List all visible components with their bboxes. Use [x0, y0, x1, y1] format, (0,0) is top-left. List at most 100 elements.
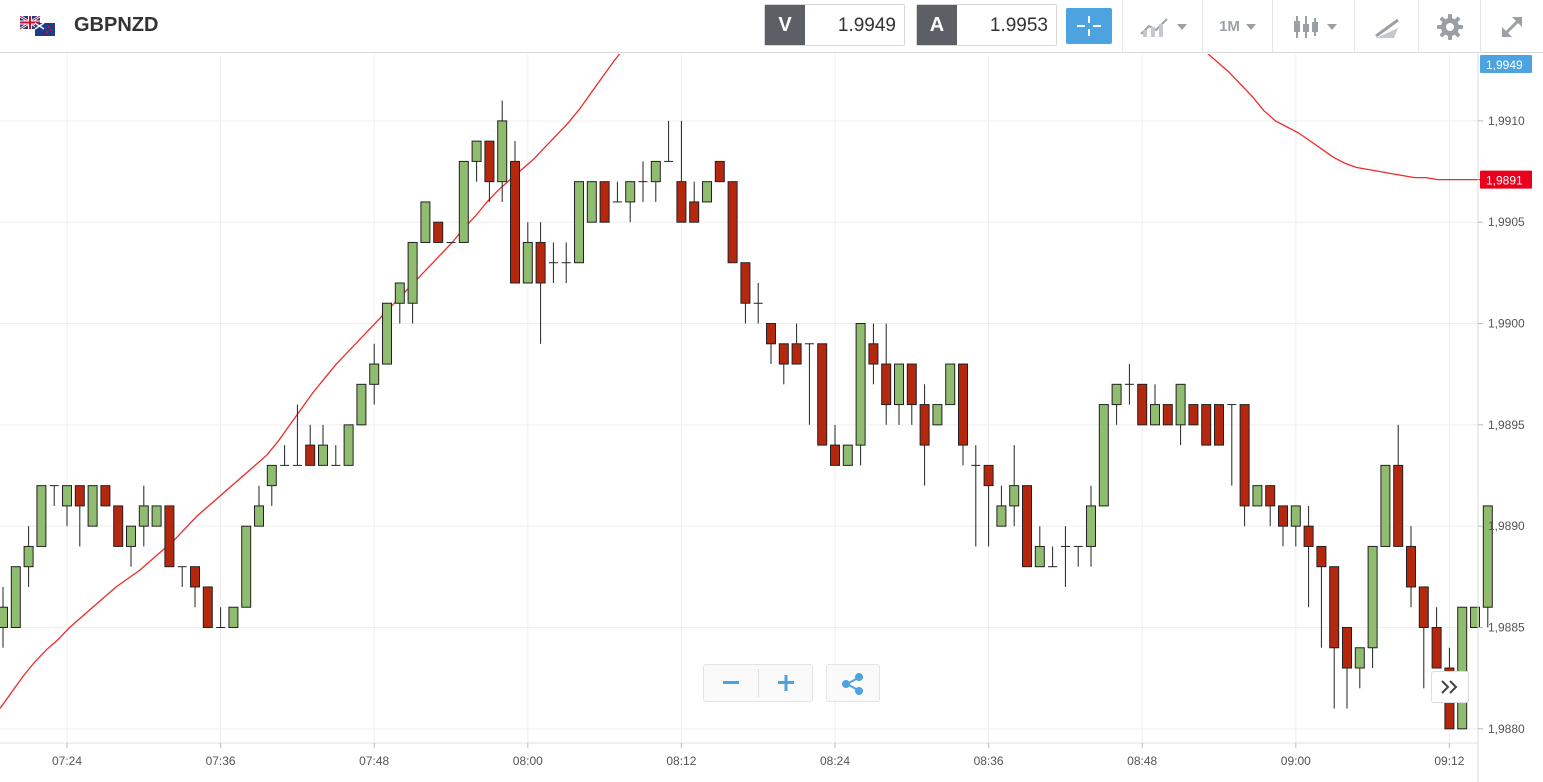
settings-button[interactable] [1418, 0, 1480, 53]
candle [1048, 546, 1058, 568]
candle-body [1380, 464, 1391, 547]
x-tick-label: 07:24 [52, 754, 82, 768]
candle-body [868, 343, 879, 365]
candle [254, 485, 264, 527]
candle-body [1329, 566, 1340, 649]
candle-body [702, 181, 712, 203]
candle [817, 343, 828, 446]
candle [1367, 545, 1378, 669]
candle [1252, 485, 1263, 507]
candle [906, 363, 917, 425]
candle-body [599, 181, 610, 223]
candle [1342, 626, 1352, 709]
candle-body [894, 363, 904, 406]
double-chevron-right-icon [1441, 680, 1458, 694]
candle [1431, 607, 1442, 669]
sell-price-button[interactable]: V 1.9949 [764, 4, 905, 46]
candle-body [1354, 647, 1365, 669]
candle [830, 424, 840, 466]
chart-toolbar: GBPNZD V 1.9949 A 1.9953 1M [0, 0, 1543, 53]
candle-body [1470, 606, 1480, 628]
candle-body [945, 363, 956, 406]
x-tick-label: 09:12 [1434, 754, 1464, 768]
candle-body [740, 262, 751, 304]
price-badges: 1,9949 1,9891 [1480, 55, 1532, 189]
share-icon [842, 673, 863, 695]
x-tick-label: 07:48 [359, 754, 389, 768]
candle-body [100, 485, 111, 507]
gear-icon [1436, 13, 1463, 40]
candle [702, 181, 712, 203]
candle [1227, 404, 1237, 486]
timeframe-dropdown[interactable]: 1M [1202, 0, 1272, 53]
candle [1073, 545, 1083, 567]
candle [23, 526, 34, 587]
candle [1265, 485, 1276, 527]
candle [983, 464, 994, 547]
y-tick-label: 1,9910 [1488, 114, 1525, 128]
candle [100, 485, 111, 507]
candle [548, 242, 558, 283]
candle [791, 323, 802, 365]
y-tick-label: 1,9885 [1488, 620, 1525, 634]
candle [804, 343, 814, 425]
candle-body [1278, 505, 1288, 527]
candle [10, 566, 21, 628]
minus-icon [723, 681, 739, 684]
drawing-icon [1374, 18, 1399, 38]
candle-body [586, 181, 597, 223]
candle [638, 161, 648, 202]
candlestick-icon [1293, 15, 1318, 38]
candle-body [458, 160, 469, 243]
candle [1380, 464, 1391, 547]
candle [1406, 526, 1416, 608]
chart-type-button[interactable] [1122, 0, 1202, 53]
drawing-tools-button[interactable] [1354, 0, 1418, 53]
zoom-out-button[interactable] [704, 665, 758, 701]
candle [471, 140, 482, 182]
candle-body [151, 505, 162, 527]
candle-body [574, 181, 584, 264]
share-button[interactable] [826, 664, 880, 702]
candle [599, 181, 610, 223]
candle-body [1162, 404, 1173, 426]
candle [1316, 545, 1327, 648]
candle-body [714, 160, 725, 183]
candle [753, 282, 763, 324]
candle [369, 343, 380, 405]
candle-body [23, 545, 34, 568]
price-chart[interactable]: 1,9880 1,9885 1,9890 1,9895 1,9900 1,9905 1,99… [0, 54, 1543, 782]
candle-body [689, 201, 700, 223]
candle [87, 485, 98, 527]
candle-body [650, 160, 661, 183]
candle [280, 445, 290, 466]
candle [625, 181, 636, 223]
candle-style-button[interactable] [1272, 0, 1354, 53]
scroll-to-latest-button[interactable] [1431, 671, 1469, 703]
candle [1354, 647, 1365, 689]
candle-body [356, 383, 367, 426]
candle [574, 181, 584, 264]
candle [420, 201, 431, 243]
candle [1034, 526, 1045, 568]
candle [497, 100, 508, 202]
zoom-in-button[interactable] [759, 665, 813, 701]
candle-body [535, 241, 546, 284]
candle [318, 424, 328, 466]
candle-body [855, 323, 866, 446]
candle-body [778, 343, 789, 365]
ma-value-badge [1480, 170, 1532, 189]
crosshair-button[interactable] [1066, 8, 1112, 44]
candle [331, 445, 341, 466]
candle-body [318, 444, 328, 466]
y-tick-label: 1,9905 [1488, 215, 1525, 229]
fullscreen-button[interactable] [1480, 0, 1543, 53]
candle-body [113, 505, 124, 547]
candle [138, 485, 149, 547]
candle [522, 222, 533, 284]
candle [894, 363, 904, 425]
candle [842, 444, 853, 466]
candle [126, 525, 136, 567]
buy-price-button[interactable]: A 1.9953 [916, 4, 1057, 46]
candle [382, 302, 392, 365]
